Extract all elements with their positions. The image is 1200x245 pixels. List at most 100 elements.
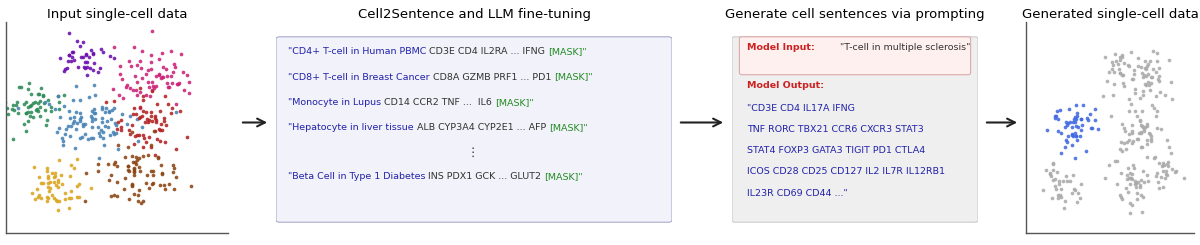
Point	[146, 120, 166, 124]
Point	[30, 105, 49, 109]
Point	[1133, 71, 1152, 75]
Point	[38, 196, 58, 199]
Point	[1135, 82, 1154, 86]
Point	[1121, 211, 1140, 215]
Point	[42, 171, 61, 175]
Point	[1112, 53, 1132, 57]
Point	[1121, 201, 1140, 205]
Point	[132, 114, 151, 118]
Point	[46, 171, 65, 175]
Point	[1122, 102, 1141, 106]
Point	[0, 106, 17, 110]
Point	[35, 108, 54, 112]
Point	[76, 132, 95, 136]
Point	[113, 77, 132, 81]
Point	[1106, 59, 1126, 63]
Point	[1085, 118, 1104, 122]
Point	[73, 124, 92, 128]
Point	[1072, 117, 1091, 121]
Point	[32, 93, 52, 97]
Point	[1157, 169, 1176, 173]
FancyBboxPatch shape	[732, 37, 978, 222]
Point	[100, 133, 119, 137]
Point	[70, 44, 89, 48]
Point	[1123, 139, 1142, 143]
Point	[1159, 145, 1178, 148]
Point	[19, 81, 38, 85]
Point	[1133, 109, 1152, 113]
Point	[167, 102, 186, 106]
Point	[25, 100, 44, 104]
Point	[70, 117, 89, 121]
Point	[48, 180, 67, 184]
Point	[1138, 155, 1157, 159]
Point	[1072, 117, 1091, 121]
Point	[1108, 182, 1127, 186]
Point	[91, 128, 110, 132]
Point	[65, 58, 84, 62]
Point	[1044, 168, 1063, 172]
Point	[31, 181, 50, 185]
Point	[130, 106, 149, 110]
Point	[77, 171, 96, 175]
Point	[1122, 141, 1141, 145]
Point	[146, 84, 166, 87]
Point	[82, 136, 101, 140]
Point	[49, 126, 68, 130]
Point	[1135, 66, 1154, 70]
Point	[16, 111, 35, 115]
Point	[118, 164, 137, 168]
Point	[1150, 79, 1169, 83]
Point	[84, 111, 103, 115]
Point	[94, 50, 113, 54]
Point	[94, 136, 113, 140]
Point	[157, 74, 176, 78]
Point	[1136, 67, 1156, 71]
Point	[76, 199, 95, 203]
Point	[4, 103, 23, 107]
Text: [MASK]": [MASK]"	[548, 123, 587, 132]
Point	[47, 198, 66, 202]
Text: INS PDX1 GCK ... GLUT2: INS PDX1 GCK ... GLUT2	[428, 172, 545, 181]
Point	[38, 98, 58, 102]
Point	[125, 169, 144, 173]
Point	[28, 101, 47, 105]
Point	[1151, 175, 1170, 179]
Point	[29, 92, 48, 96]
Point	[67, 121, 86, 125]
Point	[1147, 51, 1166, 55]
Point	[128, 194, 148, 197]
Point	[91, 47, 110, 50]
Point	[1120, 132, 1139, 136]
Point	[48, 185, 67, 189]
Point	[1103, 67, 1122, 71]
Point	[1068, 191, 1087, 195]
Point	[66, 84, 85, 88]
Point	[1066, 156, 1085, 160]
Point	[108, 181, 127, 184]
Point	[130, 165, 149, 169]
Point	[1121, 50, 1140, 54]
Point	[1123, 77, 1142, 81]
Point	[138, 68, 157, 72]
Point	[47, 183, 66, 187]
Point	[167, 82, 186, 86]
Text: Model Input:: Model Input:	[746, 43, 815, 52]
Point	[150, 128, 169, 132]
Point	[154, 119, 173, 122]
Point	[181, 184, 200, 188]
Point	[108, 127, 127, 131]
Point	[1066, 188, 1085, 192]
Point	[1124, 87, 1144, 91]
Point	[1132, 124, 1151, 128]
Point	[1151, 128, 1170, 132]
Point	[179, 91, 198, 95]
Text: CD3E CD4 IL2RA ... IFNG: CD3E CD4 IL2RA ... IFNG	[430, 47, 548, 56]
Point	[1136, 173, 1156, 177]
Point	[103, 130, 122, 134]
Point	[126, 88, 145, 92]
Point	[109, 93, 128, 97]
Point	[1121, 182, 1140, 186]
Point	[1133, 125, 1152, 129]
Point	[122, 182, 142, 185]
